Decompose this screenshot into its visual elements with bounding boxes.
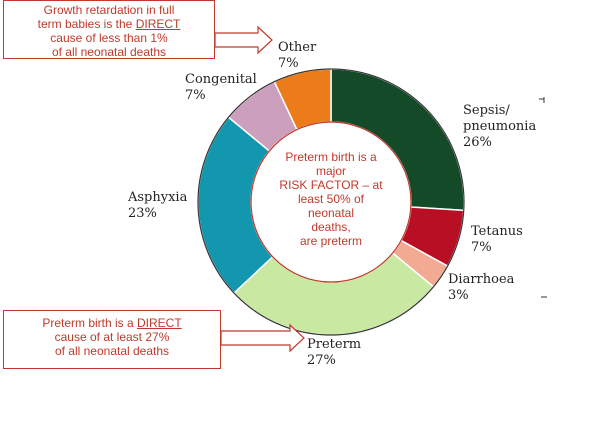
center-note-line-3: RISK FACTOR – at (279, 178, 383, 192)
label-congenital: Congenital 7% (185, 72, 257, 104)
center-note-line-5: neonatal (307, 206, 355, 220)
label-congenital-name: Congenital (185, 72, 257, 87)
label-sepsis-value: 26% (463, 135, 492, 150)
center-note-line-1: Preterm birth is a (285, 150, 377, 164)
center-risk-note: Preterm birth is a major RISK FACTOR – a… (270, 150, 392, 248)
growth-note-line-2: term babies is the DIRECT (4, 17, 214, 31)
label-tetanus-value: 7% (471, 240, 492, 255)
label-asphyxia-value: 23% (128, 206, 157, 221)
preterm-note-direct-link: DIRECT (137, 316, 182, 330)
preterm-note-line-1-text: Preterm birth is a (42, 316, 138, 330)
growth-retardation-note: Growth retardation in full term babies i… (3, 0, 215, 59)
label-asphyxia: Asphyxia 23% (128, 190, 187, 222)
growth-note-line-3: cause of less than 1% (50, 31, 168, 45)
label-diarrhoea-value: 3% (448, 288, 469, 303)
label-preterm-name: Preterm (307, 337, 362, 352)
growth-note-direct-link: DIRECT (135, 17, 181, 31)
label-diarrhoea-name: Diarrhoea (448, 272, 515, 287)
label-preterm-value: 27% (307, 353, 336, 368)
donut-center-hole (250, 121, 412, 283)
arrows (214, 25, 305, 353)
label-sepsis-name-2: pneumonia (463, 119, 537, 134)
preterm-note-line-2: cause of at least 27% (54, 330, 170, 344)
arrow-to-preterm (220, 323, 305, 353)
label-congenital-value: 7% (185, 88, 206, 103)
label-asphyxia-name: Asphyxia (128, 190, 188, 205)
center-note-line-4: least 50% of (297, 192, 365, 206)
label-diarrhoea: Diarrhoea 3% (448, 272, 514, 304)
donut-slices (197, 68, 465, 336)
preterm-note-line-3: of all neonatal deaths (54, 344, 170, 358)
label-sepsis: Sepsis/ pneumonia 26% (463, 103, 536, 151)
donut-outer-outline (197, 68, 465, 336)
label-other-value: 7% (278, 56, 299, 71)
arrow-to-other (214, 25, 273, 55)
center-note-line-7: are preterm (299, 234, 363, 248)
edge-ticks (539, 97, 547, 298)
growth-note-line-2-text: term babies is the (37, 17, 136, 31)
center-note-line-6: deaths, (311, 220, 351, 234)
label-sepsis-name-1: Sepsis/ (463, 103, 510, 118)
label-other-name: Other (278, 40, 317, 55)
label-other: Other 7% (278, 40, 316, 72)
label-tetanus-name: Tetanus (471, 224, 523, 239)
growth-note-line-1: Growth retardation in full (43, 3, 175, 17)
label-preterm: Preterm 27% (307, 337, 361, 369)
center-note-line-2: major (315, 164, 346, 178)
preterm-note-line-1: Preterm birth is a DIRECT (4, 316, 220, 330)
preterm-direct-note: Preterm birth is a DIRECT cause of at le… (3, 310, 221, 369)
label-tetanus: Tetanus 7% (471, 224, 523, 256)
growth-note-line-4: of all neonatal deaths (51, 45, 167, 59)
